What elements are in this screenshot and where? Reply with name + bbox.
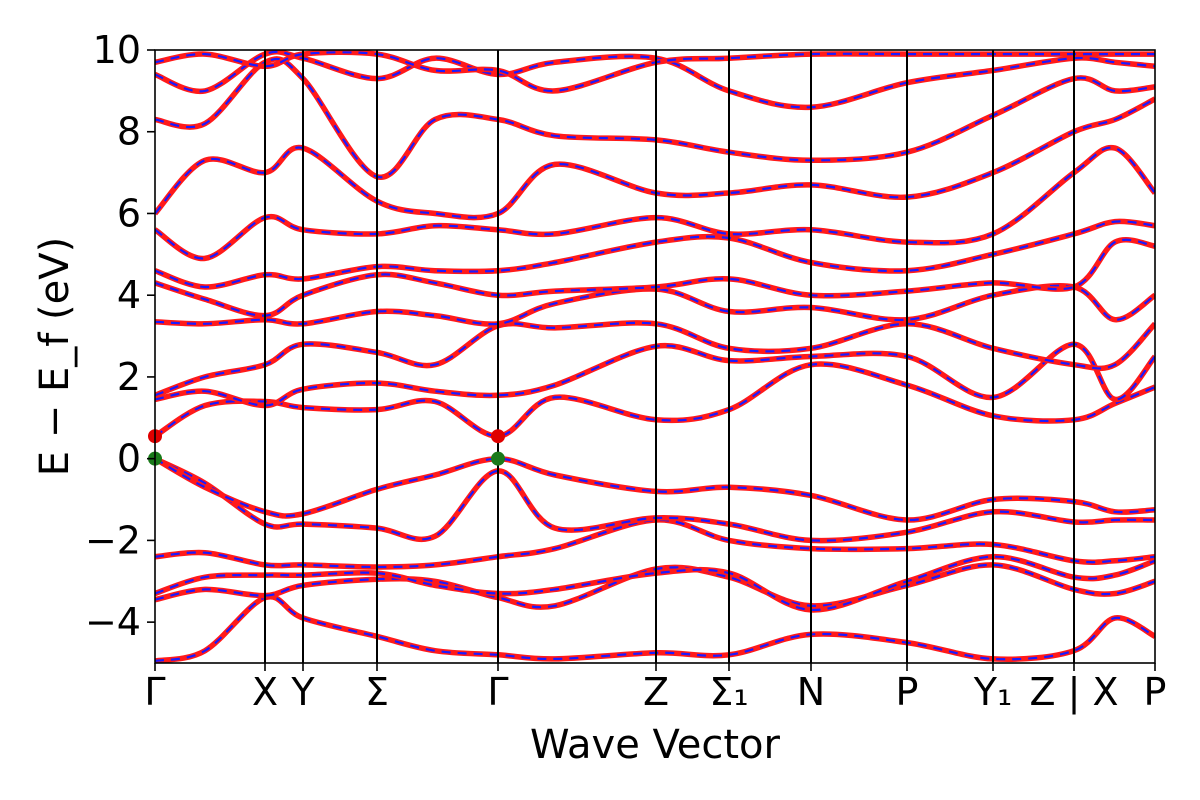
y-tick-label-2: 0 (117, 437, 141, 481)
y-tick-label-5: 6 (117, 191, 141, 235)
y-tick-label-1: −2 (85, 518, 141, 562)
y-tick-label-3: 2 (117, 355, 141, 399)
kpoint-label-10: Z | X (1029, 670, 1118, 715)
bands-layer (155, 50, 1155, 663)
plot-frame (154, 49, 1156, 664)
band-edge-marker-2 (491, 429, 505, 444)
band-12-dashed-line (155, 146, 1155, 260)
kpoint-label-6: Σ₁ (709, 670, 748, 714)
kpoint-label-1: X (252, 670, 278, 714)
band-2-dashed-line (155, 555, 1155, 612)
kpoint-label-0: Γ (144, 670, 165, 714)
kpoint-label-7: N (797, 670, 825, 714)
kpoint-label-5: Z (643, 670, 669, 714)
band-0-dashed-line (155, 595, 1155, 663)
band-edge-marker-3 (491, 451, 505, 466)
y-ticks-layer: −4 −2 0 2 4 6 8 10 (85, 28, 155, 644)
y-tick-label-0: −4 (85, 600, 141, 644)
y-tick-label-6: 8 (117, 110, 141, 154)
kpoint-label-8: P (896, 670, 919, 714)
band-5-dashed-line (155, 457, 1155, 522)
band-14-dashed-line (155, 57, 1155, 179)
kpoint-label-3: Σ (365, 670, 389, 714)
band-11-dashed-line (155, 220, 1155, 289)
band-8-dashed-line (155, 321, 1155, 397)
band-9-dashed-line (155, 284, 1155, 326)
kpoint-label-11: P (1144, 670, 1167, 714)
kpoint-label-4: Γ (487, 670, 508, 714)
band-16-dashed-line (155, 51, 1155, 93)
band-13-dashed-line (155, 98, 1155, 219)
band-4-dashed-line (155, 457, 1155, 542)
kpoint-lines-layer (264, 50, 1075, 663)
y-tick-label-7: 10 (93, 28, 141, 72)
kpoint-labels-layer: Γ X Y Σ Γ Z Σ₁ N P Y₁ Z | X P (144, 663, 1166, 715)
kpoint-label-2: Y (290, 670, 315, 714)
kpoint-label-9: Y₁ (973, 670, 1012, 714)
x-axis-label: Wave Vector (530, 722, 781, 768)
band-3-dashed-line (155, 518, 1155, 569)
band-10-dashed-line (155, 238, 1155, 317)
band-6-dashed-line (155, 362, 1155, 438)
y-tick-label-4: 4 (117, 273, 141, 317)
y-axis-label: E − E_f (eV) (32, 237, 78, 476)
